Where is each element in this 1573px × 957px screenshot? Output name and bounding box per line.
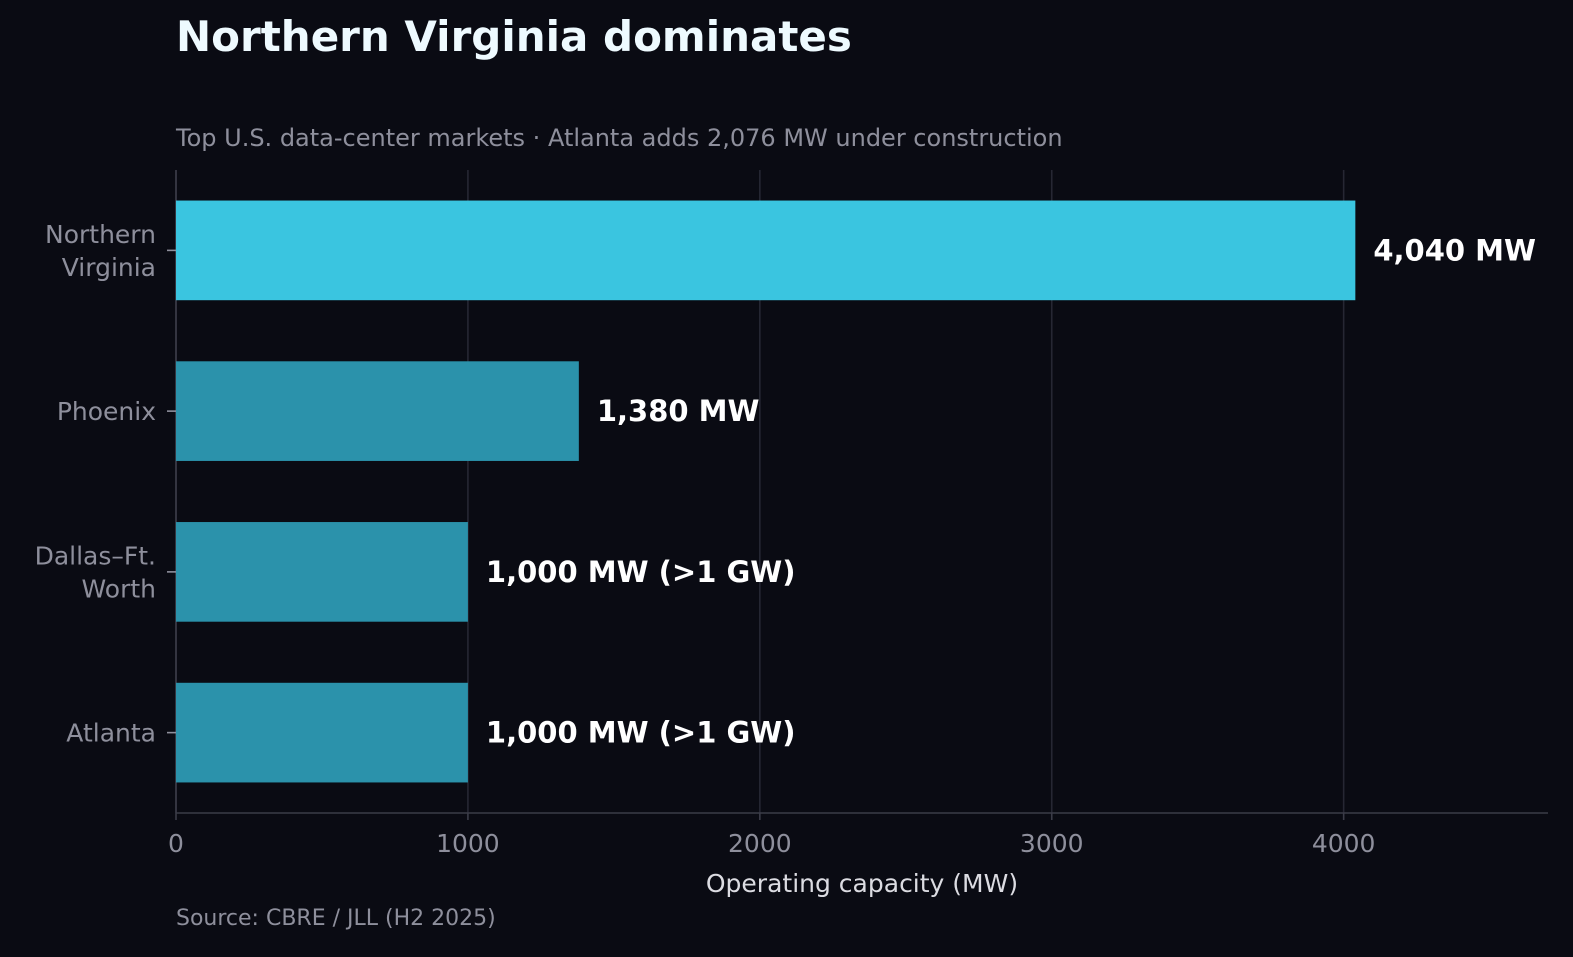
category-label: Phoenix xyxy=(57,397,156,426)
value-label: 4,040 MW xyxy=(1373,233,1536,267)
chart-subtitle: Top U.S. data-center markets · Atlanta a… xyxy=(176,124,1063,152)
category-label: Northern Virginia xyxy=(45,220,156,282)
bar xyxy=(176,200,1356,301)
value-label: 1,380 MW xyxy=(597,394,760,428)
bar xyxy=(176,522,468,622)
bar xyxy=(176,361,579,461)
x-tick-label: 0 xyxy=(168,829,184,858)
bar xyxy=(176,682,468,783)
x-tick-label: 3000 xyxy=(1020,829,1084,858)
x-tick-label: 4000 xyxy=(1312,829,1376,858)
x-tick-label: 2000 xyxy=(728,829,792,858)
category-label: Atlanta xyxy=(66,719,156,748)
source-note: Source: CBRE / JLL (H2 2025) xyxy=(176,906,496,931)
value-label: 1,000 MW (>1 GW) xyxy=(486,716,796,750)
value-label: 1,000 MW (>1 GW) xyxy=(486,555,796,589)
x-axis-title: Operating capacity (MW) xyxy=(706,869,1018,898)
bars xyxy=(176,200,1356,783)
category-label: Dallas–Ft. Worth xyxy=(35,541,156,603)
x-tick-label: 1000 xyxy=(436,829,500,858)
chart-title: Northern Virginia dominates xyxy=(176,12,852,61)
data-labels: 4,040 MW 1,380 MW 1,000 MW (>1 GW) 1,000 MW… xyxy=(486,233,1536,749)
